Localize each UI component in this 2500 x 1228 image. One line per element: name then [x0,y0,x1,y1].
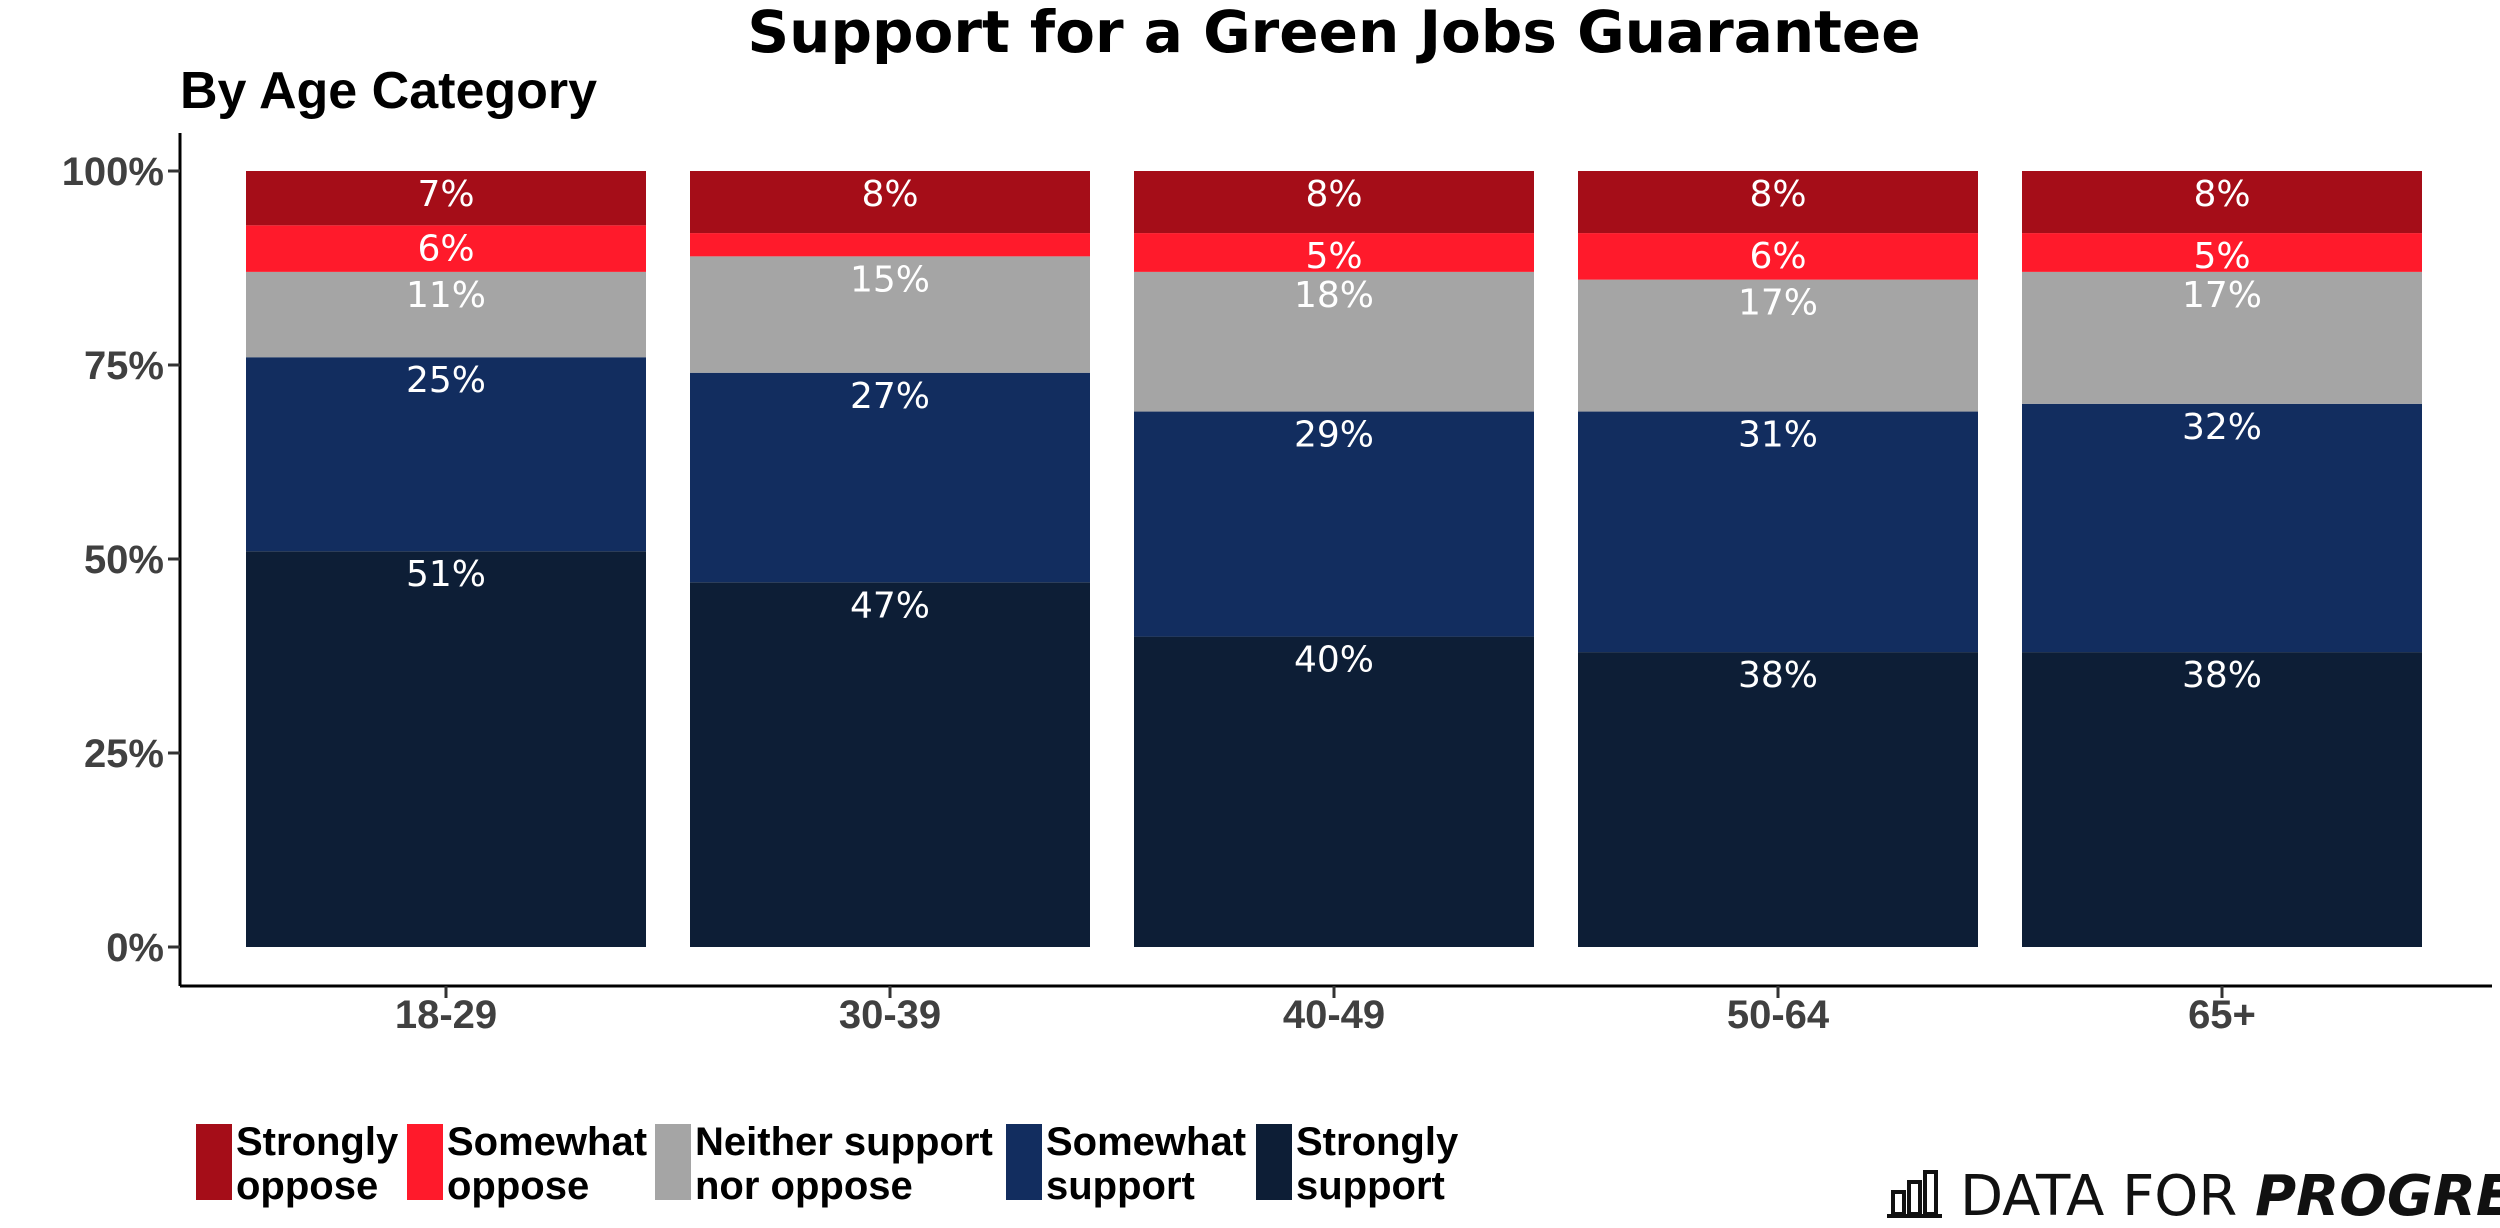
bar-strongly-support-30-39 [690,582,1090,947]
legend-swatch [407,1124,443,1200]
data-label-somewhat-support-50-64: 31% [1738,415,1818,456]
bar-neither-support-nor-oppose-50-64 [1578,279,1978,412]
bar-somewhat-support-18-29 [246,357,646,552]
x-tick-label: 40-49 [1283,993,1385,1037]
bar-somewhat-support-40-49 [1134,411,1534,637]
data-label-strongly-oppose-18-29: 7% [417,174,474,215]
bar-strongly-oppose-40-49 [1134,171,1534,234]
data-label-somewhat-oppose-18-29: 6% [417,228,474,269]
chart-title: Support for a Green Jobs Guarantee [747,0,1920,66]
bar-strongly-support-40-49 [1134,636,1534,947]
legend-label: Strongly [1296,1120,1459,1164]
data-label-strongly-support-65: 38% [2182,655,2262,696]
bar-strongly-oppose-50-64 [1578,171,1978,234]
data-label-neither-support-nor-oppose-30-39: 15% [850,259,930,300]
data-label-somewhat-oppose-50-64: 6% [1749,236,1806,277]
brand-wordmark: DATA FOR PROGRESS [1960,1164,2500,1228]
data-label-neither-support-nor-oppose-40-49: 18% [1294,275,1374,316]
brand-prefix: DATA FOR [1960,1164,2255,1228]
x-tick-label: 18-29 [395,993,497,1037]
data-label-somewhat-oppose-65: 5% [2193,236,2250,277]
data-label-neither-support-nor-oppose-18-29: 11% [406,275,486,316]
data-label-somewhat-support-18-29: 25% [406,360,486,401]
bar-somewhat-support-50-64 [1578,411,1978,653]
legend-label: Strongly [236,1120,399,1164]
data-label-neither-support-nor-oppose-65: 17% [2182,275,2262,316]
y-tick-label: 25% [84,732,164,776]
bar-neither-support-nor-oppose-18-29 [246,271,646,358]
data-label-somewhat-support-65: 32% [2182,407,2262,448]
bar-strongly-support-50-64 [1578,652,1978,947]
bar-somewhat-support-30-39 [690,372,1090,583]
brand-logo: DATA FOR PROGRESS [1887,1164,2500,1228]
data-label-strongly-support-40-49: 40% [1294,640,1374,681]
x-tick-label: 50-64 [1727,993,1830,1037]
bar-strongly-oppose-18-29 [246,171,646,226]
x-tick-label: 65+ [2188,993,2256,1037]
bar-somewhat-oppose-40-49 [1134,233,1534,272]
data-label-strongly-oppose-40-49: 8% [1305,174,1362,215]
data-label-neither-support-nor-oppose-50-64: 17% [1738,283,1818,324]
bar-somewhat-support-65 [2022,403,2422,653]
bar-somewhat-oppose-18-29 [246,225,646,272]
legend-label: Somewhat [447,1120,647,1164]
bar-strongly-support-65 [2022,652,2422,947]
bar-chart-icon [1887,1170,1942,1218]
x-axis-ticks: 18-29 30-39 40-49 50-64 65+ [395,986,2256,1037]
bar-strongly-oppose-30-39 [690,171,1090,234]
brand-emphasis: PROGRESS [2255,1164,2500,1228]
y-tick-label: 75% [84,344,164,388]
bar-neither-support-nor-oppose-40-49 [1134,271,1534,412]
legend-label: support [1296,1164,1445,1208]
data-label-somewhat-oppose-40-49: 5% [1305,236,1362,277]
legend-label: oppose [236,1164,378,1208]
legend-swatch [1256,1124,1292,1200]
data-label-strongly-support-30-39: 47% [850,585,930,626]
bar-neither-support-nor-oppose-30-39 [690,256,1090,373]
y-tick-label: 100% [62,150,164,194]
legend-label: nor oppose [695,1164,913,1208]
bar-strongly-support-18-29 [246,551,646,947]
data-label-strongly-oppose-30-39: 8% [861,174,918,215]
legend-label: Neither support [695,1120,993,1164]
bar-strongly-oppose-65 [2022,171,2422,234]
data-label-strongly-support-50-64: 38% [1738,655,1818,696]
data-label-strongly-oppose-65: 8% [2193,174,2250,215]
chart-subtitle: By Age Category [180,62,597,120]
y-tick-label: 0% [106,926,164,970]
y-tick-label: 50% [84,538,164,582]
y-axis-ticks: 0% 25% 50% 75% 100% [62,150,180,970]
bar-neither-support-nor-oppose-65 [2022,271,2422,404]
data-label-strongly-support-18-29: 51% [406,554,486,595]
legend-swatch [196,1124,232,1200]
data-label-strongly-oppose-50-64: 8% [1749,174,1806,215]
legend-label: support [1046,1164,1195,1208]
bar-somewhat-oppose-50-64 [1578,233,1978,280]
legend-label: Somewhat [1046,1120,1246,1164]
bars-layer [246,171,2422,947]
x-tick-label: 30-39 [839,993,941,1037]
data-label-somewhat-support-40-49: 29% [1294,415,1374,456]
legend-label: oppose [447,1164,589,1208]
bar-somewhat-oppose-30-39 [690,233,1090,257]
bar-somewhat-oppose-65 [2022,233,2422,272]
data-labels-layer: 51%25%11%6%7%47%27%15%8%40%29%18%5%8%38%… [406,174,2262,696]
legend-swatch [1006,1124,1042,1200]
legend-swatch [655,1124,691,1200]
data-label-somewhat-support-30-39: 27% [850,376,930,417]
